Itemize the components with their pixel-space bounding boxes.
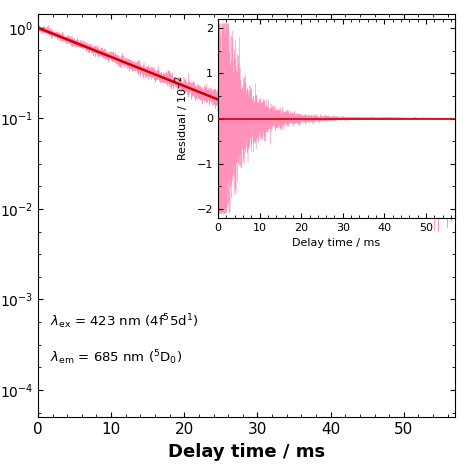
Y-axis label: Residual / 10$^{-2}$: Residual / 10$^{-2}$ <box>173 76 191 161</box>
X-axis label: Delay time / ms: Delay time / ms <box>168 443 325 461</box>
Text: $\lambda_{\mathrm{em}}$ = 685 nm ($^5$D$_0$): $\lambda_{\mathrm{em}}$ = 685 nm ($^5$D$… <box>50 349 182 367</box>
X-axis label: Delay time / ms: Delay time / ms <box>292 238 381 248</box>
Text: $\lambda_{\mathrm{ex}}$ = 423 nm (4f$^5$5d$^1$): $\lambda_{\mathrm{ex}}$ = 423 nm (4f$^5$… <box>50 312 199 331</box>
